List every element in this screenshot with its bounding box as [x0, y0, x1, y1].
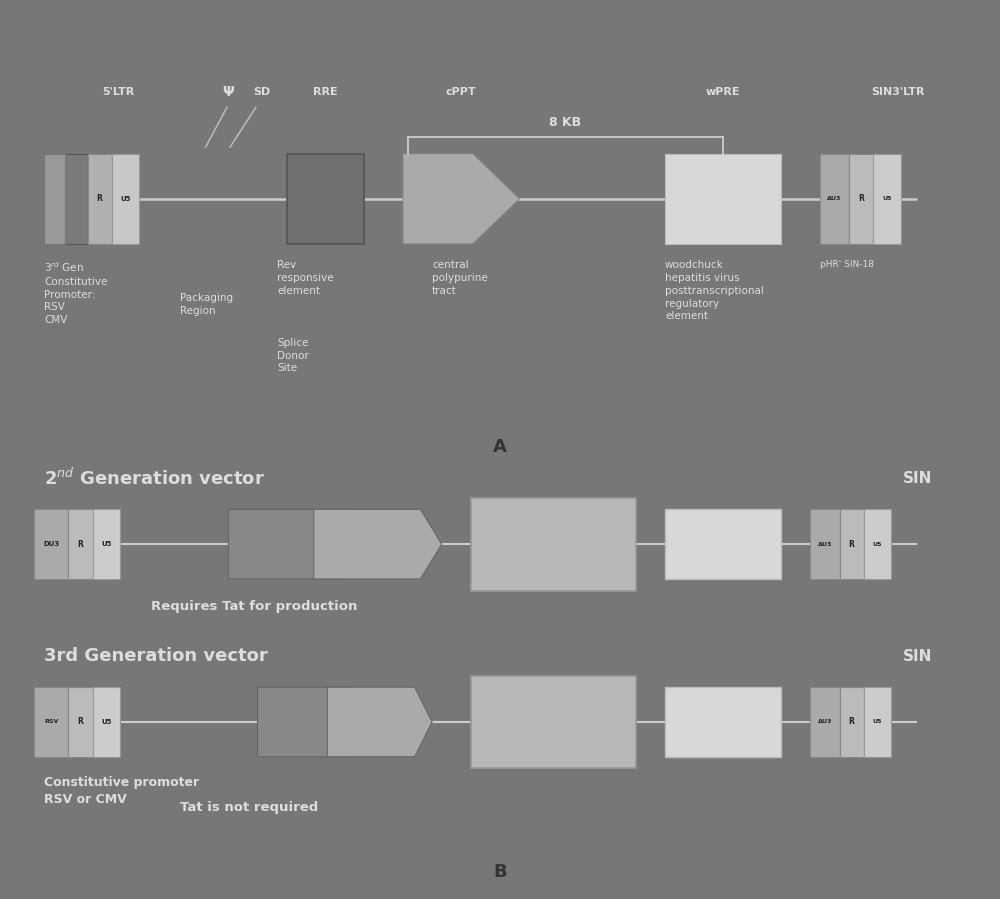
Text: SIN3'LTR: SIN3'LTR [871, 87, 924, 97]
Bar [471, 498, 636, 591]
Text: 2$^{nd}$ Generation vector: 2$^{nd}$ Generation vector [44, 467, 265, 489]
Text: 3rd Generation vector: 3rd Generation vector [44, 647, 268, 665]
Bar [34, 687, 68, 757]
Bar [665, 154, 781, 244]
Text: wPRE: wPRE [706, 87, 740, 97]
Text: U5: U5 [873, 542, 882, 547]
Text: cPPT: cPPT [446, 87, 477, 97]
Text: central
polypurine
tract: central polypurine tract [432, 260, 488, 296]
Text: R: R [96, 194, 102, 203]
Bar [68, 510, 93, 579]
Bar [864, 687, 891, 757]
Text: R: R [849, 717, 855, 726]
Polygon shape [258, 687, 388, 757]
Bar [665, 687, 781, 757]
Bar [93, 687, 120, 757]
Bar [864, 510, 891, 579]
Bar [873, 154, 901, 244]
Text: U5: U5 [873, 719, 882, 725]
Text: ΔU3: ΔU3 [827, 196, 842, 201]
Polygon shape [228, 510, 388, 579]
Text: U5: U5 [120, 196, 130, 201]
Bar [88, 154, 112, 244]
Text: R: R [858, 194, 864, 203]
Text: SD: SD [254, 87, 271, 97]
Text: 5'LTR: 5'LTR [102, 87, 135, 97]
Text: U5: U5 [101, 541, 111, 547]
Bar [810, 510, 840, 579]
Bar [112, 154, 139, 244]
Bar [44, 154, 88, 244]
Bar [810, 687, 840, 757]
Text: RRE: RRE [313, 87, 338, 97]
Text: U5: U5 [101, 719, 111, 725]
Text: pHR' SIN-18: pHR' SIN-18 [820, 260, 874, 269]
Bar [44, 154, 65, 244]
Bar [840, 687, 864, 757]
Bar [93, 510, 120, 579]
Text: RSV: RSV [44, 719, 59, 725]
Bar [471, 676, 636, 769]
Bar [68, 687, 93, 757]
Text: B: B [493, 863, 507, 881]
Polygon shape [327, 687, 432, 757]
Text: Packaging
Region: Packaging Region [180, 293, 233, 316]
Polygon shape [403, 154, 519, 244]
Text: A: A [493, 438, 507, 456]
Text: R: R [849, 539, 855, 548]
Text: Ψ: Ψ [223, 85, 234, 100]
Bar [665, 510, 781, 579]
Text: Requires Tat for production: Requires Tat for production [151, 600, 357, 612]
Text: Rev
responsive
element: Rev responsive element [277, 260, 334, 296]
Text: 3$^{rd}$ Gen
Constitutive
Promoter:
RSV
CMV: 3$^{rd}$ Gen Constitutive Promoter: RSV … [44, 260, 107, 325]
Text: Constitutive promoter
RSV or CMV: Constitutive promoter RSV or CMV [44, 776, 199, 806]
Text: ΔU3: ΔU3 [818, 542, 832, 547]
Text: Splice
Donor
Site: Splice Donor Site [277, 338, 309, 373]
Text: woodchuck
hepatitis virus
posttranscriptional
regulatory
element: woodchuck hepatitis virus posttranscript… [665, 260, 764, 321]
Text: SIN: SIN [902, 649, 932, 663]
Text: Tat is not required: Tat is not required [180, 800, 318, 814]
Text: DU3: DU3 [43, 541, 60, 547]
Bar [34, 510, 68, 579]
Bar [849, 154, 873, 244]
Polygon shape [314, 510, 442, 579]
Bar [840, 510, 864, 579]
Text: ΔU3: ΔU3 [818, 719, 832, 725]
Text: SIN: SIN [902, 471, 932, 486]
Text: R: R [78, 717, 83, 726]
Text: 8 KB: 8 KB [549, 116, 582, 129]
Text: R: R [78, 539, 83, 548]
Bar [820, 154, 849, 244]
Bar [287, 154, 364, 244]
Text: U5: U5 [882, 196, 892, 201]
